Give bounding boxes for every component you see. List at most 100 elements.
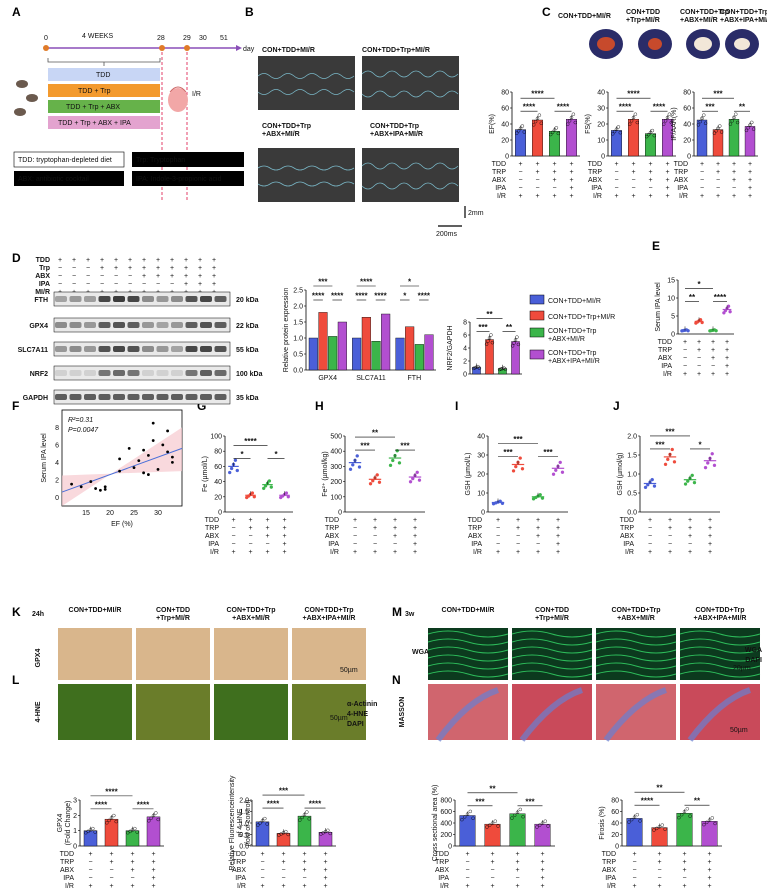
condition-mark: + bbox=[515, 867, 519, 874]
condition-mark: + bbox=[708, 525, 712, 532]
blot-condition-mark: + bbox=[212, 273, 216, 280]
condition-mark: + bbox=[711, 339, 715, 346]
condition-mark: + bbox=[725, 355, 729, 362]
data-point bbox=[397, 461, 402, 465]
data-point bbox=[520, 124, 525, 128]
condition-mark: + bbox=[668, 525, 672, 532]
y-tick-label: 600 bbox=[440, 809, 452, 816]
blot-band bbox=[55, 296, 67, 302]
data-point bbox=[696, 123, 701, 127]
y-tick-label: 0 bbox=[338, 510, 342, 517]
data-point bbox=[512, 341, 516, 345]
condition-mark: + bbox=[708, 517, 712, 524]
panel-a-schematic: 0 28 29 30 51 day 4 WEEKS TDD TDD + Trp … bbox=[13, 33, 255, 200]
data-point bbox=[690, 473, 694, 478]
4hne-if-image bbox=[292, 684, 366, 740]
l-row-label: 4-HNE bbox=[35, 701, 42, 722]
condition-row-label: IPA bbox=[208, 541, 219, 548]
significance-label: *** bbox=[279, 787, 289, 796]
data-point bbox=[710, 816, 714, 820]
data-point bbox=[566, 122, 570, 126]
data-point bbox=[300, 815, 304, 820]
significance-label: **** bbox=[267, 800, 280, 809]
data-point bbox=[703, 121, 708, 125]
panel-letter-a: A bbox=[12, 5, 21, 19]
data-point bbox=[686, 479, 690, 483]
condition-mark: + bbox=[632, 851, 636, 858]
y-axis-label: Relative Fluorescenceintensityof 4-HNE(f… bbox=[229, 775, 252, 870]
data-point bbox=[93, 830, 97, 834]
condition-mark: − bbox=[260, 867, 264, 874]
condition-mark: + bbox=[393, 549, 397, 556]
condition-mark: + bbox=[556, 549, 560, 556]
condition-mark: + bbox=[393, 533, 397, 540]
blot-condition-mark: + bbox=[156, 265, 160, 272]
condition-mark: + bbox=[725, 371, 729, 378]
y-tick-label: 8 bbox=[463, 320, 467, 327]
condition-mark: − bbox=[281, 867, 285, 874]
legend-group-1: CON+TDD+MI/R bbox=[548, 298, 601, 305]
condition-mark: + bbox=[373, 549, 377, 556]
condition-row-label: I/R bbox=[210, 549, 219, 556]
y-tick-label: 0 bbox=[73, 844, 77, 851]
blot-condition-mark: + bbox=[212, 257, 216, 264]
condition-mark: + bbox=[323, 883, 327, 890]
bar bbox=[337, 321, 347, 371]
data-point bbox=[535, 825, 539, 829]
condition-mark: + bbox=[688, 525, 692, 532]
condition-mark: + bbox=[682, 867, 686, 874]
condition-mark: + bbox=[732, 177, 736, 184]
data-point bbox=[415, 470, 419, 475]
condition-row-label: I/R bbox=[65, 883, 74, 890]
m-stain-legend: WGA bbox=[745, 647, 762, 654]
y-tick-label: 4 bbox=[463, 346, 467, 353]
data-point bbox=[702, 113, 706, 117]
y-tick-label: 1 bbox=[73, 828, 77, 835]
blot-band bbox=[156, 394, 169, 400]
condition-mark: + bbox=[711, 347, 715, 354]
y-tick-label: 0 bbox=[55, 495, 59, 502]
condition-mark: + bbox=[708, 549, 712, 556]
y-tick-label: 80 bbox=[501, 90, 509, 97]
data-point bbox=[514, 464, 518, 469]
y-tick-label: 0 bbox=[481, 510, 485, 517]
condition-mark: + bbox=[248, 525, 252, 532]
data-point bbox=[307, 817, 311, 821]
blot-condition-label: IPA bbox=[39, 281, 50, 288]
y-tick-label: 100 bbox=[330, 494, 342, 501]
condition-mark: − bbox=[632, 875, 636, 882]
condition-row-label: I/R bbox=[607, 883, 616, 890]
condition-row-label: ABX bbox=[468, 533, 482, 540]
condition-mark: + bbox=[648, 193, 652, 200]
y-tick-label: 20 bbox=[611, 832, 619, 839]
condition-mark: + bbox=[109, 883, 113, 890]
data-point bbox=[672, 460, 677, 464]
condition-mark: + bbox=[700, 193, 704, 200]
bar bbox=[651, 827, 668, 847]
condition-mark: − bbox=[648, 525, 652, 532]
data-point bbox=[471, 366, 476, 371]
condition-mark: + bbox=[707, 867, 711, 874]
tick-29: 29 bbox=[183, 35, 191, 42]
condition-row-label: TRP bbox=[658, 347, 672, 354]
heart-title-2: CON+TDD +Trp+MI/R bbox=[626, 9, 660, 24]
condition-row-label: TRP bbox=[232, 859, 246, 866]
blot-band bbox=[214, 394, 227, 400]
condition-row-label: IPA bbox=[328, 541, 339, 548]
data-point bbox=[546, 824, 550, 828]
condition-mark: − bbox=[353, 533, 357, 540]
data-point bbox=[710, 452, 714, 456]
blot-condition-mark: + bbox=[170, 265, 174, 272]
condition-mark: + bbox=[708, 541, 712, 548]
legend-abx: ABX: antibiotic cocktail bbox=[18, 176, 89, 183]
panel-letter-j: J bbox=[613, 399, 620, 413]
condition-mark: − bbox=[516, 541, 520, 548]
condition-mark: + bbox=[282, 525, 286, 532]
data-point bbox=[539, 121, 543, 125]
condition-mark: + bbox=[88, 851, 92, 858]
n-scale-label: 50µm bbox=[730, 727, 748, 734]
significance-label: **** bbox=[244, 437, 257, 446]
condition-mark: − bbox=[490, 867, 494, 874]
